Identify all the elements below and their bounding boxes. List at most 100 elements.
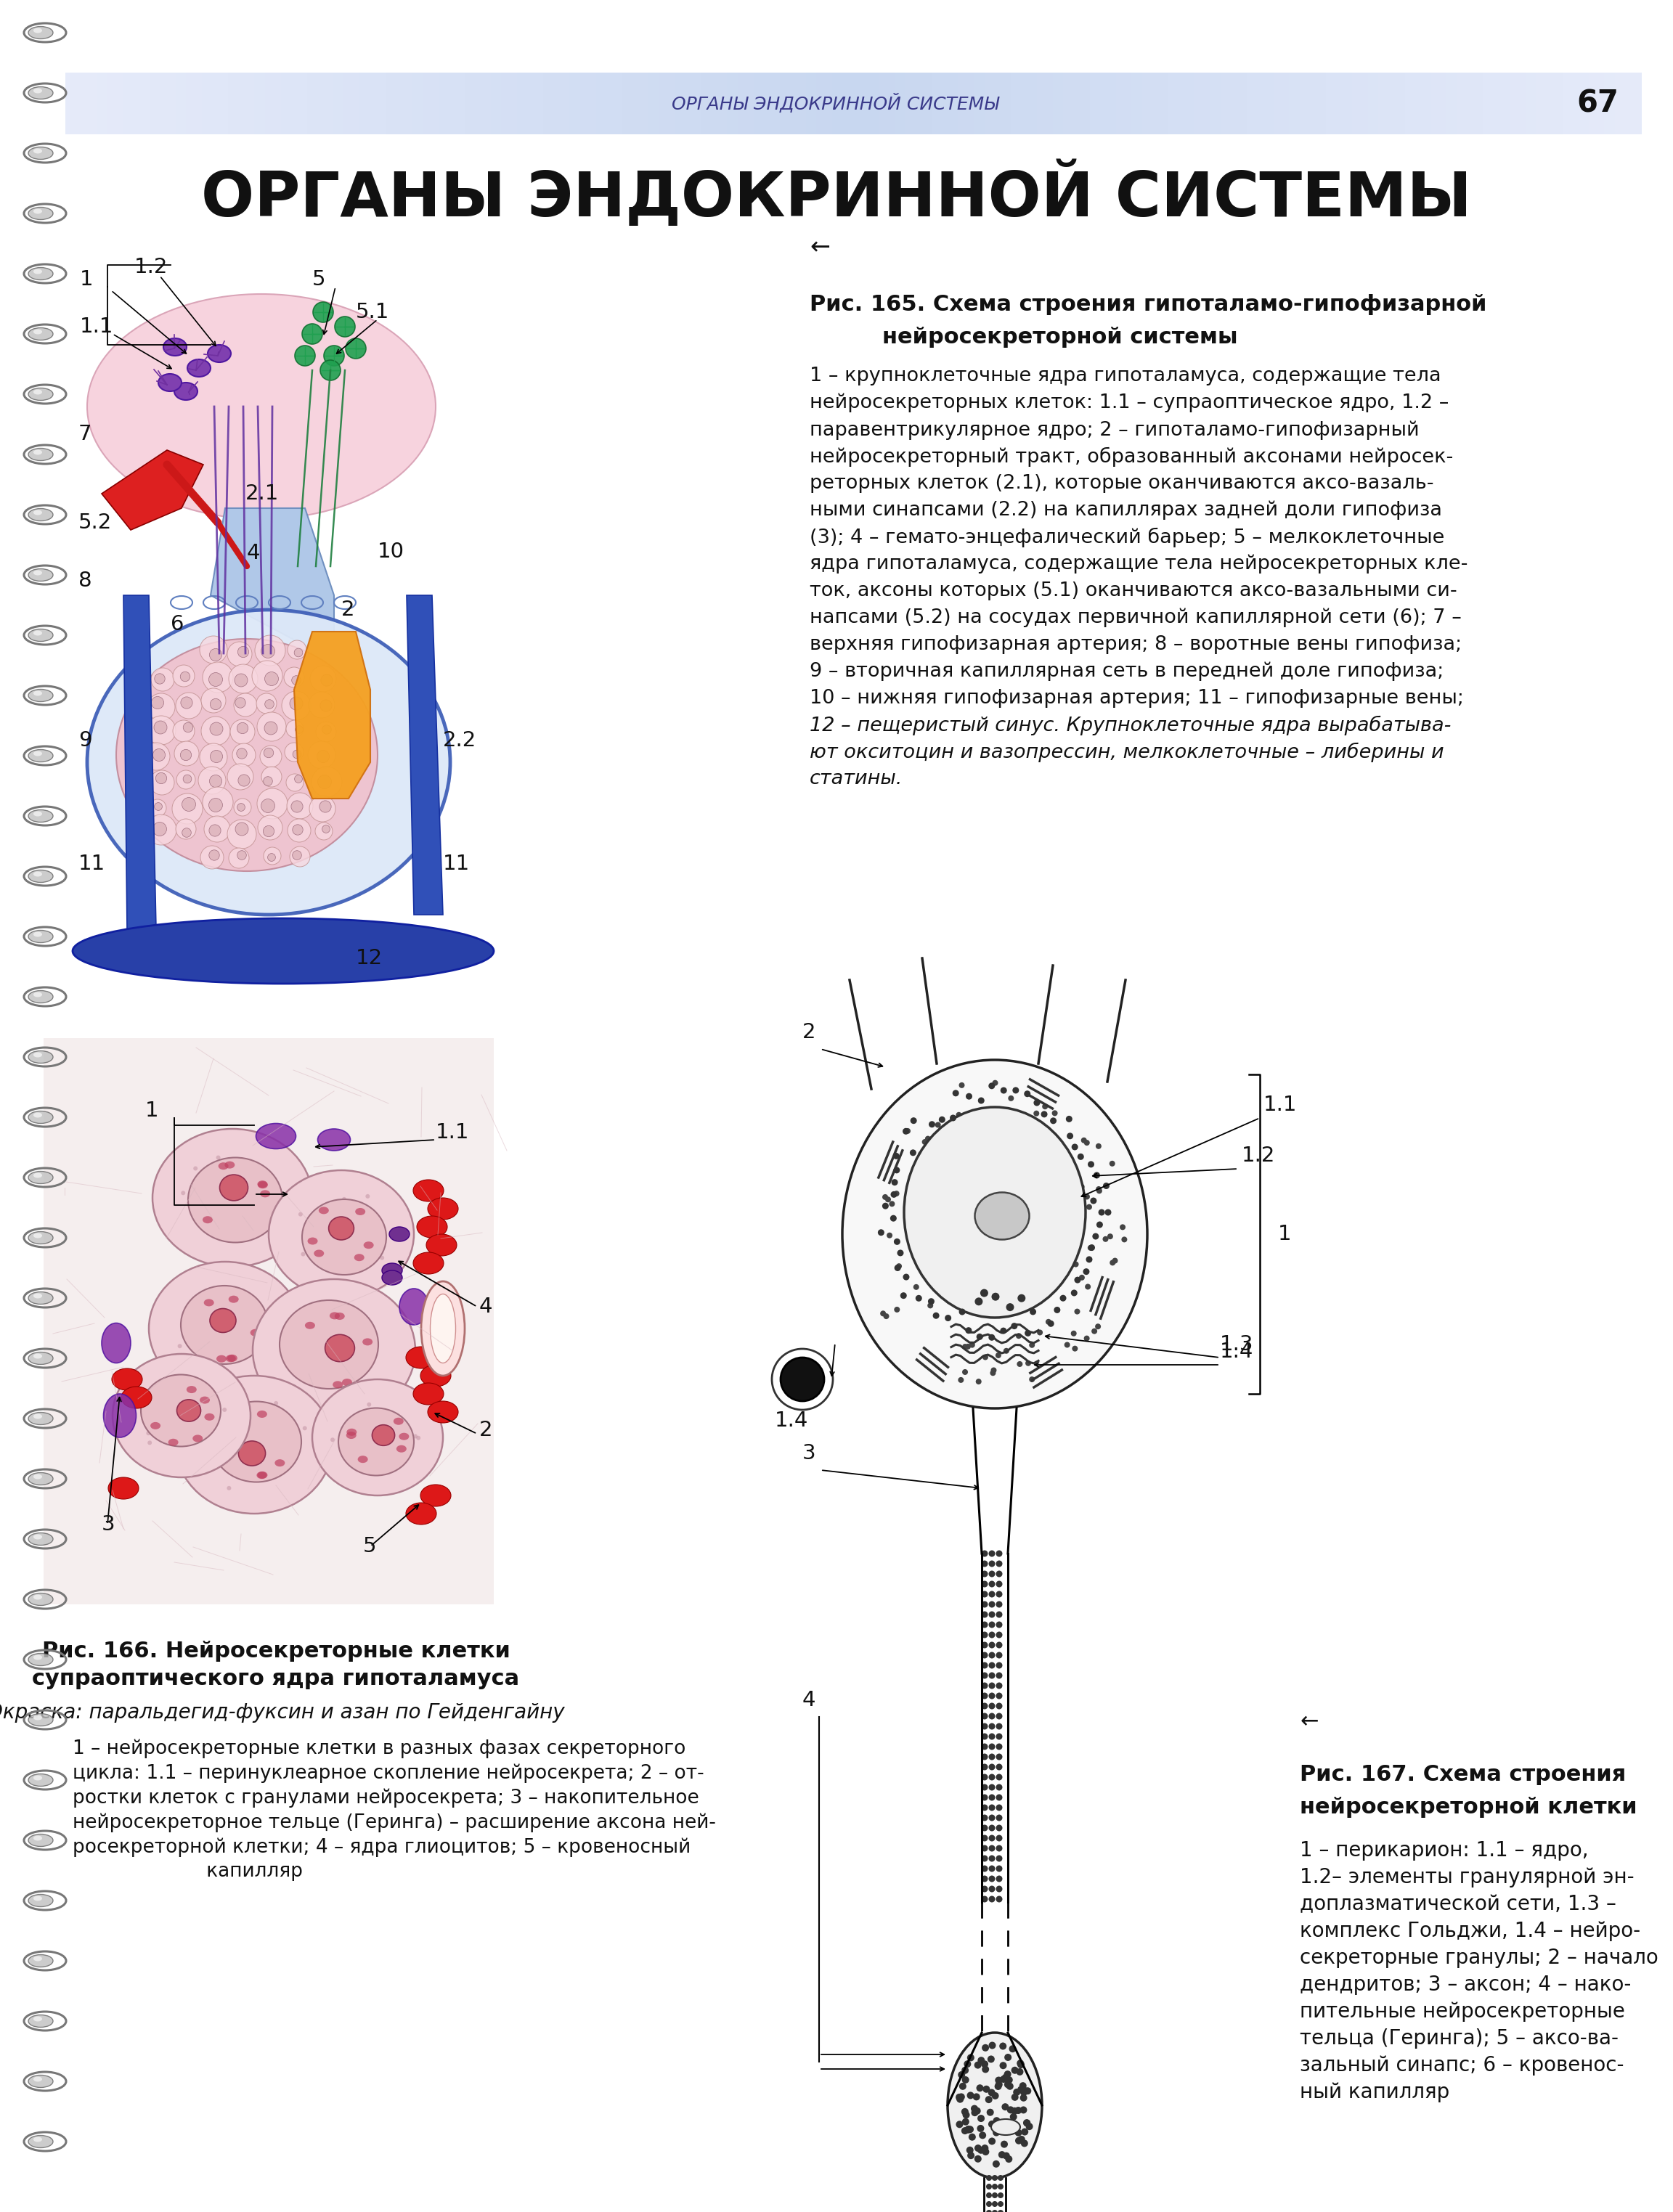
Circle shape [995, 1559, 1002, 1566]
Circle shape [335, 316, 355, 336]
Circle shape [146, 814, 176, 845]
Text: 1 – нейросекреторные клетки в разных фазах секреторного: 1 – нейросекреторные клетки в разных фаз… [72, 1739, 686, 1759]
Circle shape [378, 1418, 381, 1422]
Circle shape [1010, 1323, 1017, 1329]
Bar [539, 73, 544, 135]
Ellipse shape [325, 1334, 355, 1363]
Circle shape [987, 2055, 995, 2064]
Circle shape [298, 1212, 303, 1217]
Text: 10: 10 [378, 542, 405, 562]
Bar [1089, 73, 1096, 135]
Circle shape [994, 2121, 1000, 2128]
Circle shape [301, 1252, 304, 1256]
Circle shape [1072, 1261, 1079, 1267]
Ellipse shape [341, 1378, 351, 1387]
Circle shape [212, 1420, 217, 1425]
Circle shape [970, 2106, 979, 2112]
Circle shape [995, 1845, 1002, 1851]
Text: ток, аксоны которых (5.1) оканчиваются аксо-вазальными си-: ток, аксоны которых (5.1) оканчиваются а… [810, 582, 1457, 599]
Ellipse shape [258, 1181, 268, 1188]
Circle shape [995, 1590, 1002, 1597]
Circle shape [997, 2183, 1004, 2190]
Bar [124, 73, 129, 135]
Circle shape [915, 1294, 922, 1301]
Circle shape [417, 1436, 420, 1440]
Text: нейросекреторных клеток: 1.1 – супраоптическое ядро, 1.2 –: нейросекреторных клеток: 1.1 – супраопти… [810, 394, 1449, 414]
Bar [701, 73, 708, 135]
Bar [397, 73, 402, 135]
Circle shape [979, 2132, 985, 2139]
Circle shape [989, 1723, 995, 1730]
Circle shape [967, 2152, 975, 2159]
Bar [711, 73, 718, 135]
Ellipse shape [28, 931, 54, 942]
Circle shape [1109, 1161, 1116, 1166]
Ellipse shape [33, 1473, 42, 1480]
Bar [1452, 73, 1457, 135]
Bar [1184, 73, 1190, 135]
Ellipse shape [33, 1294, 42, 1298]
Circle shape [201, 717, 231, 745]
Circle shape [199, 743, 228, 772]
Circle shape [982, 1814, 987, 1820]
Text: 5.1: 5.1 [356, 303, 390, 323]
Circle shape [1009, 1095, 1014, 1102]
Text: 1.1: 1.1 [80, 316, 114, 336]
Ellipse shape [269, 1170, 413, 1298]
Circle shape [995, 1856, 1002, 1863]
Circle shape [982, 1763, 987, 1770]
Text: ←: ← [1300, 1712, 1318, 1732]
Bar [974, 73, 980, 135]
Bar [1347, 73, 1353, 135]
Circle shape [989, 1845, 995, 1851]
Bar [433, 73, 438, 135]
Bar [75, 73, 82, 135]
Circle shape [241, 1237, 244, 1241]
Circle shape [176, 818, 196, 838]
Bar [1195, 73, 1201, 135]
Bar [905, 73, 912, 135]
Bar [490, 73, 497, 135]
Circle shape [1021, 2095, 1027, 2101]
Ellipse shape [279, 1301, 378, 1389]
Circle shape [982, 2066, 989, 2073]
Circle shape [258, 787, 288, 818]
Circle shape [992, 2183, 997, 2190]
Bar [475, 73, 482, 135]
Ellipse shape [358, 1455, 368, 1462]
Circle shape [1009, 1126, 1016, 1133]
Circle shape [1076, 1241, 1081, 1248]
Bar [43, 1037, 494, 1604]
Circle shape [202, 661, 233, 692]
Ellipse shape [259, 1190, 271, 1197]
Ellipse shape [371, 1425, 395, 1447]
Text: (3); 4 – гемато-энцефалический барьер; 5 – мелкоклеточные: (3); 4 – гемато-энцефалический барьер; 5… [810, 529, 1444, 549]
Bar [738, 73, 743, 135]
Text: 4: 4 [803, 1690, 816, 1710]
Circle shape [969, 1343, 975, 1347]
Ellipse shape [407, 1347, 437, 1369]
Circle shape [989, 1856, 995, 1863]
Circle shape [995, 2081, 1002, 2088]
Bar [1131, 73, 1138, 135]
Circle shape [264, 748, 274, 759]
Circle shape [308, 692, 335, 719]
Circle shape [1087, 1161, 1094, 1168]
Ellipse shape [28, 1893, 54, 1907]
Text: супраоптического ядра гипоталамуса: супраоптического ядра гипоталамуса [32, 1668, 520, 1690]
Circle shape [376, 1250, 380, 1254]
Circle shape [378, 1239, 383, 1243]
Circle shape [1021, 2088, 1027, 2097]
Bar [1589, 73, 1594, 135]
Bar [642, 73, 649, 135]
Circle shape [989, 1876, 995, 1882]
Ellipse shape [151, 1422, 161, 1429]
Circle shape [922, 1139, 929, 1146]
Circle shape [263, 825, 274, 836]
Ellipse shape [216, 1356, 226, 1363]
Bar [223, 73, 229, 135]
Bar [721, 73, 728, 135]
Ellipse shape [363, 1338, 373, 1345]
Text: секреторные гранулы; 2 – начало: секреторные гранулы; 2 – начало [1300, 1949, 1658, 1969]
Circle shape [360, 1256, 365, 1261]
